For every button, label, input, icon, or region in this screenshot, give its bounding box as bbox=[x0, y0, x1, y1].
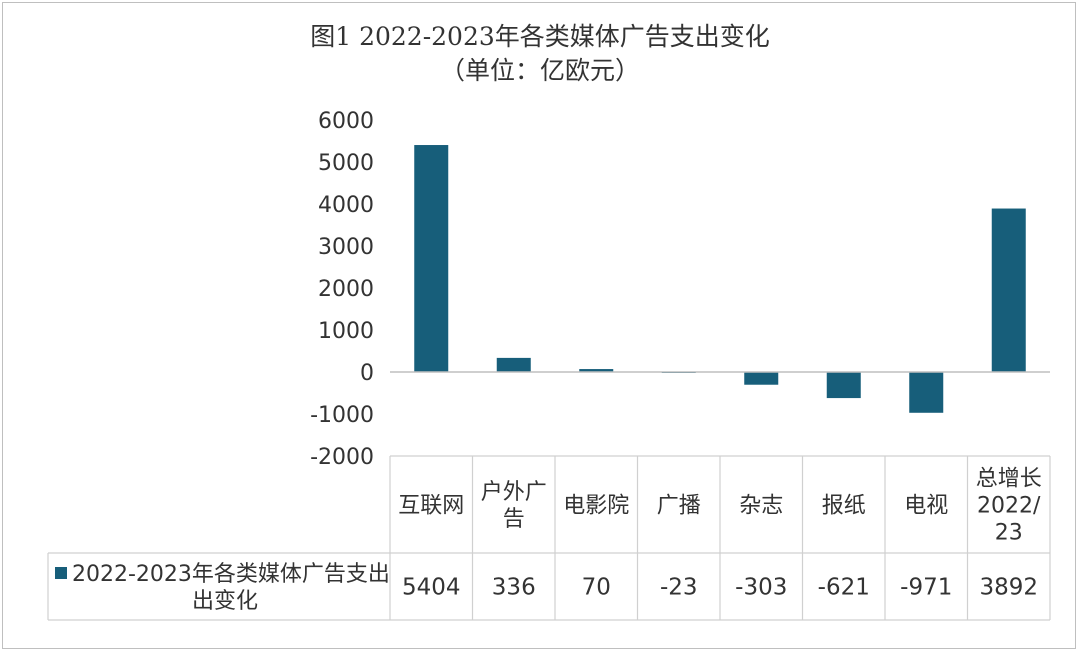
y-tick-label: 4000 bbox=[318, 193, 374, 218]
chart-title: 图1 2022-2023年各类媒体广告支出变化 bbox=[310, 22, 770, 51]
category-label: 2022/ bbox=[977, 494, 1041, 519]
category-label: 报纸 bbox=[822, 494, 866, 519]
y-tick-label: 6000 bbox=[318, 109, 374, 134]
bar bbox=[826, 372, 861, 399]
data-value-label: -303 bbox=[735, 575, 787, 601]
category-label: 互联网 bbox=[398, 494, 464, 519]
category-label: 告 bbox=[503, 507, 525, 532]
y-tick-label: 5000 bbox=[318, 151, 374, 176]
category-label: 杂志 bbox=[739, 494, 783, 519]
category-label: 23 bbox=[995, 521, 1023, 546]
y-tick-label: 1000 bbox=[318, 319, 374, 344]
category-label: 电视 bbox=[904, 494, 948, 519]
y-tick-label: -2000 bbox=[310, 445, 374, 470]
bar bbox=[909, 372, 944, 413]
data-value-label: -621 bbox=[818, 575, 870, 601]
data-value-label: -23 bbox=[660, 575, 698, 601]
legend-key-swatch bbox=[55, 567, 67, 579]
bar bbox=[991, 208, 1026, 372]
data-value-label: 70 bbox=[582, 575, 611, 601]
y-tick-label: 0 bbox=[360, 361, 374, 386]
y-tick-label: -1000 bbox=[310, 403, 374, 428]
data-value-label: -971 bbox=[900, 575, 952, 601]
category-label: 总增长 bbox=[976, 467, 1042, 492]
bar bbox=[579, 369, 614, 372]
category-label: 广播 bbox=[657, 494, 701, 519]
bar bbox=[414, 145, 449, 372]
y-tick-label: 3000 bbox=[318, 235, 374, 260]
data-value-label: 5404 bbox=[402, 575, 461, 601]
bar bbox=[496, 357, 531, 372]
y-tick-label: 2000 bbox=[318, 277, 374, 302]
bar bbox=[744, 372, 779, 385]
legend-label: 2022-2023年各类媒体广告支出 bbox=[72, 562, 390, 587]
category-label: 户外广 bbox=[481, 480, 547, 505]
chart-subtitle: （单位：亿欧元） bbox=[439, 56, 640, 85]
legend-label: 出变化 bbox=[192, 589, 258, 614]
data-value-label: 336 bbox=[492, 575, 536, 601]
data-value-label: 3892 bbox=[979, 575, 1038, 601]
category-label: 电影院 bbox=[563, 494, 629, 519]
